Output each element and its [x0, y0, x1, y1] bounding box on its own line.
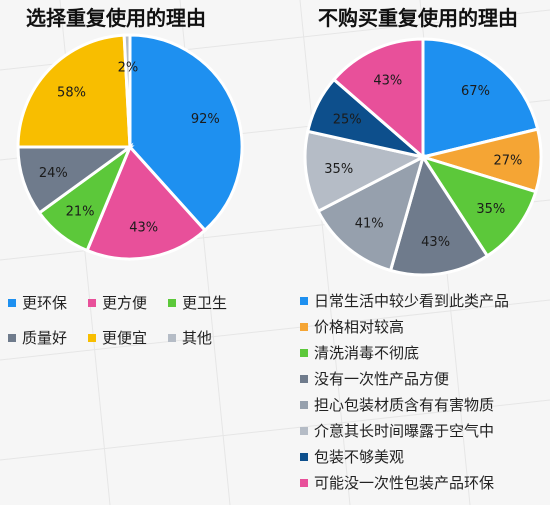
right-legend-swatch-2 [300, 348, 308, 357]
left-pie-slice-label-4: 58% [57, 85, 86, 100]
right-pie-slice-label-4: 41% [355, 217, 384, 232]
right-pie-slice-7 [331, 37, 425, 161]
right-legend-item-1: 价格相对较高 [300, 316, 509, 337]
right-legend-label-3: 没有一次性产品方便 [314, 370, 450, 388]
left-legend-label-0: 更环保 [22, 294, 68, 312]
right-legend-item-0: 日常生活中较少看到此类产品 [300, 290, 509, 311]
left-legend-label-2: 更卫生 [182, 294, 228, 312]
left-legend-label-4: 更便宜 [102, 329, 148, 347]
left-pie-slice-0 [128, 33, 244, 233]
left-pie-slice-1 [85, 144, 208, 261]
right-legend-label-4: 担心包装材质含有有害物质 [314, 396, 495, 414]
legend-left: 更环保 更方便 更卫生质量好 更便宜 其他 [8, 292, 248, 348]
left-pie-slice-label-2: 21% [66, 204, 95, 219]
left-legend-item-0: 更环保 [8, 292, 88, 313]
right-pie-slice-label-1: 27% [493, 154, 522, 169]
right-pie-slice-label-0: 67% [461, 84, 490, 99]
right-legend-label-1: 价格相对较高 [314, 318, 405, 336]
right-pie-slice-label-7: 43% [373, 74, 402, 89]
left-pie-slice-label-1: 43% [129, 220, 158, 235]
left-pie-slice-label-3: 24% [39, 166, 68, 181]
right-legend-label-0: 日常生活中较少看到此类产品 [314, 292, 510, 310]
pie-chart-left: 92% 43% 21% 24% 58% 2% [16, 33, 244, 261]
left-legend-label-1: 更方便 [102, 294, 148, 312]
legend-right: 日常生活中较少看到此类产品 价格相对较高 清洗消毒不彻底没有一次性产品方便担心包装材… [300, 290, 509, 493]
right-legend-swatch-1 [300, 322, 308, 331]
right-legend-swatch-7 [300, 478, 308, 487]
right-legend-label-5: 介意其长时间曝露于空气中 [314, 422, 495, 440]
left-legend-item-1: 更方便 [88, 292, 168, 313]
right-legend-item-5: 介意其长时间曝露于空气中 [300, 420, 509, 441]
right-legend-swatch-6 [300, 452, 308, 461]
left-legend-swatch-0 [8, 298, 16, 307]
right-pie-slice-0 [421, 37, 540, 159]
right-legend-swatch-0 [300, 296, 308, 305]
left-legend-swatch-3 [8, 333, 16, 342]
right-pie-slice-2 [419, 154, 538, 258]
left-legend-item-4: 更便宜 [88, 327, 168, 348]
left-legend-swatch-5 [168, 333, 176, 342]
left-legend-label-5: 其他 [182, 329, 213, 347]
right-pie-slice-label-6: 25% [333, 113, 362, 128]
left-legend-item-2: 更卫生 [168, 292, 248, 313]
right-legend-swatch-5 [300, 426, 308, 435]
right-legend-swatch-4 [300, 400, 308, 409]
chart-title-left: 选择重复使用的理由 [26, 6, 206, 30]
right-legend-label-6: 包装不够美观 [314, 448, 405, 466]
chart-title-right: 不购买重复使用的理由 [318, 6, 518, 30]
left-legend-swatch-1 [88, 298, 96, 307]
left-legend-label-3: 质量好 [22, 329, 68, 347]
right-pie-slice-label-5: 35% [324, 162, 353, 177]
left-legend-item-5: 其他 [168, 327, 248, 348]
right-legend-label-2: 清洗消毒不彻底 [314, 344, 420, 362]
right-pie-slice-4 [316, 154, 426, 273]
right-legend-item-6: 包装不够美观 [300, 446, 509, 467]
right-legend-item-3: 没有一次性产品方便 [300, 368, 509, 389]
left-legend-swatch-2 [168, 298, 176, 307]
right-legend-swatch-3 [300, 374, 308, 383]
left-pie-slice-label-0: 92% [191, 112, 220, 127]
left-pie-slice-5 [122, 33, 132, 148]
left-pie-slice-4 [16, 33, 132, 149]
right-legend-item-4: 担心包装材质含有有害物质 [300, 394, 509, 415]
pie-chart-right: 67% 27% 35% 43% 41% 35% 25% 43% [303, 37, 543, 277]
right-legend-label-7: 可能没一次性包装产品环保 [314, 474, 495, 492]
left-pie-slice-label-5: 2% [118, 60, 139, 75]
right-legend-item-2: 清洗消毒不彻底 [300, 342, 509, 363]
right-legend-item-7: 可能没一次性包装产品环保 [300, 472, 509, 493]
left-legend-swatch-4 [88, 333, 96, 342]
left-legend-item-3: 质量好 [8, 327, 88, 348]
right-pie-slice-label-3: 43% [421, 235, 450, 250]
right-pie-slice-label-2: 35% [476, 202, 505, 217]
